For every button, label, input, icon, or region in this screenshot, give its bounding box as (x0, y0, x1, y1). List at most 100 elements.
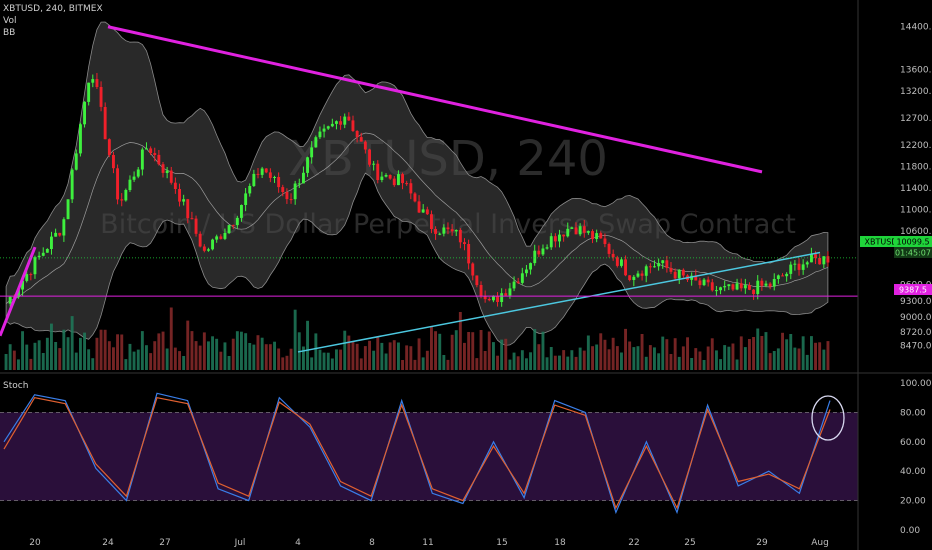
volume-bar (566, 356, 570, 370)
price-tick-label: 8720.0 (900, 328, 932, 338)
volume-bar (54, 342, 58, 370)
candle-down (289, 199, 293, 201)
candle-up (661, 260, 665, 264)
volume-bar (801, 336, 805, 370)
volume-bar (562, 350, 566, 370)
candle-up (764, 283, 768, 286)
volume-bar (384, 353, 388, 370)
candle-down (29, 274, 33, 276)
candle-down (116, 168, 119, 200)
volume-bar (33, 342, 37, 370)
candle-down (277, 177, 281, 188)
candle-down (425, 209, 429, 215)
drawn-lines[interactable] (0, 25, 858, 353)
candle-up (743, 285, 747, 289)
volume-bar (306, 320, 309, 370)
stoch-tick-label: 60.00 (900, 438, 926, 448)
volume-bar (653, 347, 656, 370)
candle-up (397, 174, 400, 186)
candle-up (343, 116, 347, 125)
stoch-tick-label: 80.00 (900, 408, 926, 418)
volume-bar (508, 359, 512, 370)
volume-bar (95, 337, 99, 370)
candle-up (549, 236, 553, 248)
volume-bar (273, 341, 276, 370)
volume-bar (748, 339, 751, 370)
candle-up (330, 123, 334, 127)
volume-bar (603, 339, 607, 370)
volume-bar (397, 342, 400, 370)
volume-bar (363, 346, 367, 370)
volume-bar (430, 326, 433, 370)
volume-bar (648, 345, 652, 370)
candle-up (545, 247, 549, 249)
channel-upper-line[interactable] (107, 25, 763, 174)
candle-down (479, 285, 483, 296)
volume-bar (87, 349, 91, 370)
candle-up (70, 169, 74, 200)
candle-down (285, 192, 289, 200)
volume-legend[interactable]: Vol (3, 16, 17, 26)
stoch-circle-annotation[interactable] (811, 395, 845, 441)
candle-down (624, 259, 627, 276)
main-legend: XBTUSD, 240, BITMEX Vol BB (3, 3, 103, 39)
volume-bar (240, 331, 243, 370)
volume-bar (727, 346, 731, 370)
channel-lower-line[interactable] (0, 246, 37, 337)
volume-bar (252, 344, 256, 370)
stoch-tick-label: 100.00 (900, 379, 932, 389)
candle-up (87, 82, 91, 102)
volume-bar (215, 338, 219, 370)
candlesticks[interactable] (8, 72, 830, 307)
volume-bar (145, 345, 148, 370)
candle-up (322, 128, 326, 132)
candle-up (310, 147, 314, 158)
candle-down (611, 253, 615, 258)
volume-bar (285, 355, 289, 370)
volume-bar (578, 347, 582, 370)
candle-down (731, 284, 735, 290)
volume-bar (520, 350, 524, 370)
candle-up (595, 233, 599, 239)
volume-bar (690, 358, 694, 370)
candle-up (318, 131, 322, 138)
stoch-legend[interactable]: Stoch (3, 381, 29, 391)
volume-bar (260, 337, 264, 370)
volume-bar (190, 331, 194, 370)
candle-down (351, 120, 355, 131)
volume-bar (21, 331, 24, 370)
time-tick-label: 22 (628, 538, 639, 548)
volume-bar (516, 356, 520, 370)
candle-countdown: 01:45:07 (895, 249, 931, 258)
volume-bar (202, 332, 206, 370)
candle-down (388, 175, 392, 179)
volume-bar (545, 357, 549, 370)
bollinger-legend[interactable]: BB (3, 28, 16, 38)
volume-bar (620, 352, 623, 370)
volume-bar (409, 346, 413, 370)
candle-down (202, 246, 206, 251)
candle-up (227, 225, 231, 233)
time-tick-label: 8 (369, 538, 375, 548)
volume-bar (512, 352, 516, 370)
volume-bar (723, 345, 727, 370)
candle-down (153, 153, 157, 155)
stoch-tick-label: 40.00 (900, 467, 926, 477)
candle-down (198, 233, 202, 247)
candle-down (768, 283, 772, 287)
volume-bar (310, 357, 314, 370)
trendline[interactable] (297, 251, 821, 353)
candle-down (268, 172, 272, 178)
symbol-legend[interactable]: XBTUSD, 240, BITMEX (3, 4, 103, 14)
volume-bar (326, 352, 330, 370)
candle-up (17, 289, 20, 298)
candle-down (665, 260, 669, 268)
candle-up (260, 168, 264, 175)
volume-bar (347, 335, 351, 370)
candle-up (801, 264, 805, 270)
volume-bar (702, 360, 706, 370)
volume-bar (586, 335, 590, 370)
candle-up (21, 280, 24, 290)
bollinger-basis (5, 132, 829, 304)
